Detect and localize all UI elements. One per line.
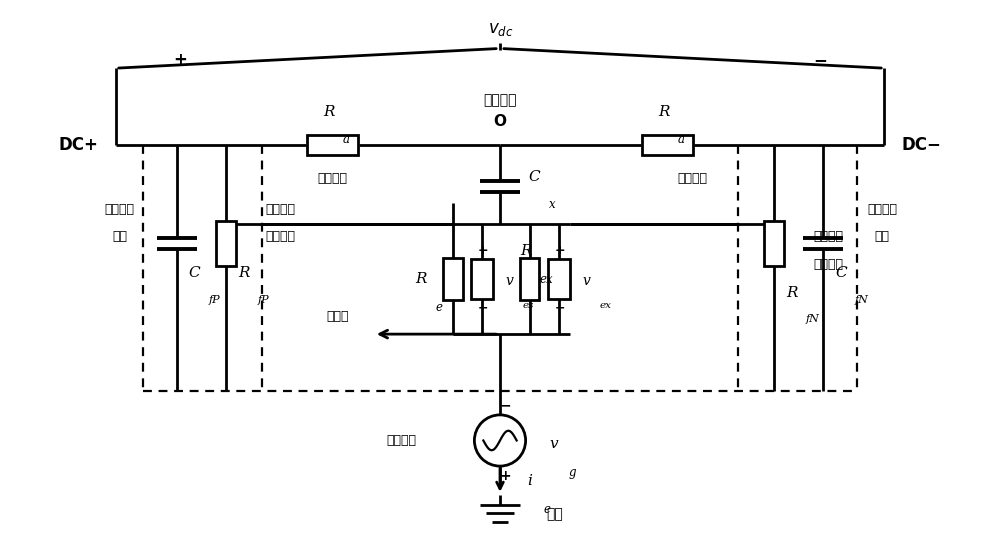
Text: 电容: 电容	[112, 230, 127, 243]
Text: +: +	[478, 244, 489, 257]
Text: 电容: 电容	[875, 230, 890, 243]
Bar	[471, 259, 493, 299]
Bar	[443, 258, 463, 300]
Text: fP: fP	[209, 295, 220, 305]
Text: −: −	[499, 398, 511, 412]
Text: fN: fN	[806, 315, 819, 325]
Text: fP: fP	[258, 295, 270, 305]
Text: R: R	[323, 105, 334, 118]
Bar	[216, 221, 236, 265]
Text: a: a	[678, 133, 685, 146]
Text: −: −	[813, 51, 827, 69]
Bar	[642, 135, 693, 155]
Text: C: C	[529, 170, 540, 184]
Text: 注入电压: 注入电压	[387, 434, 417, 447]
Text: DC−: DC−	[902, 136, 941, 154]
Text: a: a	[343, 133, 350, 146]
Bar	[548, 259, 570, 299]
Text: 负极对地: 负极对地	[813, 230, 843, 243]
Text: 电桥电阻: 电桥电阻	[318, 172, 348, 185]
Text: −: −	[555, 301, 565, 314]
Text: O: O	[494, 114, 507, 129]
Text: R: R	[520, 244, 531, 258]
Text: v: v	[506, 274, 514, 288]
Text: e: e	[544, 503, 551, 515]
Text: g: g	[568, 466, 576, 479]
Text: 绝缘电阻: 绝缘电阻	[265, 230, 295, 243]
Text: R: R	[415, 272, 427, 286]
Text: fN: fN	[855, 295, 869, 305]
Text: 采样地: 采样地	[326, 310, 349, 323]
Text: x: x	[549, 198, 555, 211]
Bar	[764, 221, 784, 265]
Bar	[307, 135, 358, 155]
Text: v: v	[583, 274, 591, 288]
Text: DC+: DC+	[59, 136, 98, 154]
Text: 电桥电阻: 电桥电阻	[677, 172, 707, 185]
Text: +: +	[499, 469, 511, 483]
Text: 负极对地: 负极对地	[867, 202, 897, 216]
Text: ex: ex	[599, 301, 611, 310]
Text: 正极对地: 正极对地	[105, 202, 135, 216]
Text: 直流电压: 直流电压	[483, 93, 517, 108]
Text: +: +	[555, 244, 565, 257]
Text: 绝缘电阻: 绝缘电阻	[813, 258, 843, 270]
Text: R: R	[786, 286, 797, 300]
Text: 正极对地: 正极对地	[265, 202, 295, 216]
Text: −: −	[478, 301, 489, 314]
Text: R: R	[658, 105, 669, 118]
Text: v: v	[550, 437, 558, 451]
Text: i: i	[527, 474, 532, 488]
Text: ex: ex	[540, 273, 553, 286]
Text: e: e	[435, 301, 442, 314]
Text: +: +	[173, 51, 187, 69]
Text: C: C	[189, 266, 200, 280]
Bar	[520, 258, 539, 300]
Text: es: es	[523, 301, 534, 310]
Text: C: C	[835, 266, 847, 280]
Text: R: R	[238, 266, 250, 280]
Text: $v_{dc}$: $v_{dc}$	[488, 21, 514, 38]
Text: 大地: 大地	[546, 507, 563, 521]
